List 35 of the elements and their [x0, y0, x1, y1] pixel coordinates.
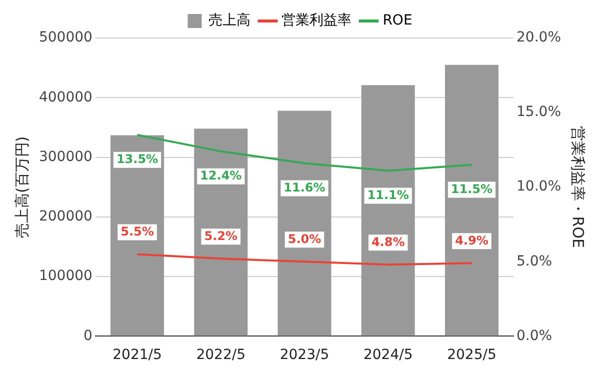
- data-label: 5.0%: [288, 232, 322, 246]
- y2-axis-title: 営業利益率・ROE: [569, 126, 588, 248]
- data-label: 5.2%: [204, 228, 238, 243]
- y-tick-label: 300000: [38, 148, 92, 165]
- bar: [361, 85, 415, 336]
- x-tick-label: 2023/5: [280, 347, 330, 364]
- y-axis-title: 売上高(百万円): [12, 136, 31, 238]
- y-tick-label: 400000: [38, 89, 92, 106]
- bar: [278, 110, 332, 336]
- y2-tick-label: 15.0%: [516, 104, 562, 120]
- y2-tick-label: 20.0%: [516, 30, 562, 46]
- y-tick-label: 100000: [38, 268, 92, 284]
- legend-label: 売上高: [208, 12, 251, 29]
- data-label: 4.9%: [455, 233, 488, 248]
- y2-tick-label: 5.0%: [516, 253, 552, 270]
- y-tick-label: 0: [84, 328, 92, 344]
- data-label: 5.5%: [120, 224, 154, 238]
- y2-tick-label: 0.0%: [516, 328, 552, 344]
- data-label: 4.8%: [371, 234, 405, 249]
- legend-label: ROE: [382, 12, 412, 29]
- bar: [110, 135, 164, 336]
- x-tick-label: 2025/5: [447, 347, 496, 364]
- y-tick-label: 500000: [38, 30, 92, 46]
- y2-tick-label: 10.0%: [516, 178, 562, 195]
- x-tick-label: 2022/5: [196, 347, 246, 364]
- data-label: 12.4%: [200, 168, 242, 182]
- x-tick-label: 2021/5: [112, 347, 162, 364]
- legend-label: 営業利益率: [282, 12, 352, 29]
- bar: [444, 64, 498, 336]
- x-tick-label: 2024/5: [363, 347, 413, 364]
- data-label: 11.5%: [450, 182, 493, 196]
- data-label: 11.1%: [367, 188, 409, 202]
- y-tick-label: 200000: [38, 208, 92, 225]
- data-label: 13.5%: [116, 152, 158, 166]
- data-label: 11.6%: [284, 180, 326, 194]
